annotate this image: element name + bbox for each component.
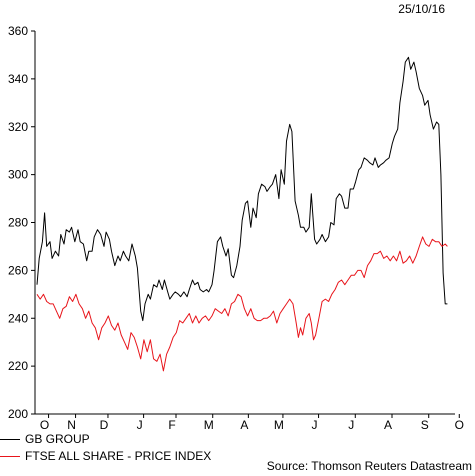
x-tick-label: F bbox=[168, 418, 175, 432]
legend-item-ftse: FTSE ALL SHARE - PRICE INDEX bbox=[0, 447, 211, 464]
y-tick-label: 360 bbox=[8, 24, 28, 38]
y-tick-label: 260 bbox=[8, 263, 28, 277]
source-note: Source: Thomson Reuters Datastream bbox=[266, 459, 472, 473]
legend-swatch-gb-group bbox=[0, 439, 20, 440]
x-tick-label: O bbox=[40, 418, 49, 432]
series-line-gb-group bbox=[36, 56, 448, 322]
y-tick-label: 240 bbox=[8, 311, 28, 325]
legend: GB GROUP FTSE ALL SHARE - PRICE INDEX bbox=[0, 430, 211, 464]
y-tick-label: 320 bbox=[8, 120, 28, 134]
y-axis: 200 220 240 260 280 300 320 340 360 bbox=[8, 24, 36, 421]
legend-label-gb-group: GB GROUP bbox=[25, 431, 90, 446]
y-tick-label: 340 bbox=[8, 72, 28, 86]
y-tick-label: 300 bbox=[8, 168, 28, 182]
x-tick-label: M bbox=[204, 418, 214, 432]
plot-area bbox=[36, 56, 448, 372]
y-tick-label: 200 bbox=[8, 407, 28, 421]
x-tick-label: N bbox=[67, 418, 76, 432]
legend-label-ftse: FTSE ALL SHARE - PRICE INDEX bbox=[25, 448, 212, 463]
x-tick-label: D bbox=[100, 418, 109, 432]
y-tick-label: 220 bbox=[8, 359, 28, 373]
legend-swatch-ftse bbox=[0, 456, 20, 457]
x-tick-label: S bbox=[421, 418, 429, 432]
x-tick-label: J bbox=[312, 418, 318, 432]
x-tick-label: A bbox=[240, 418, 248, 432]
date-stamp: 25/10/16 bbox=[398, 2, 445, 16]
legend-item-gb-group: GB GROUP bbox=[0, 430, 211, 447]
series-line-ftse bbox=[36, 236, 448, 372]
y-tick-label: 280 bbox=[8, 216, 28, 230]
x-tick-label: J bbox=[348, 418, 354, 432]
x-tick-label: J bbox=[137, 418, 143, 432]
x-tick-label: M bbox=[274, 418, 284, 432]
x-tick-label: A bbox=[384, 418, 392, 432]
x-tick-label: O bbox=[455, 418, 464, 432]
